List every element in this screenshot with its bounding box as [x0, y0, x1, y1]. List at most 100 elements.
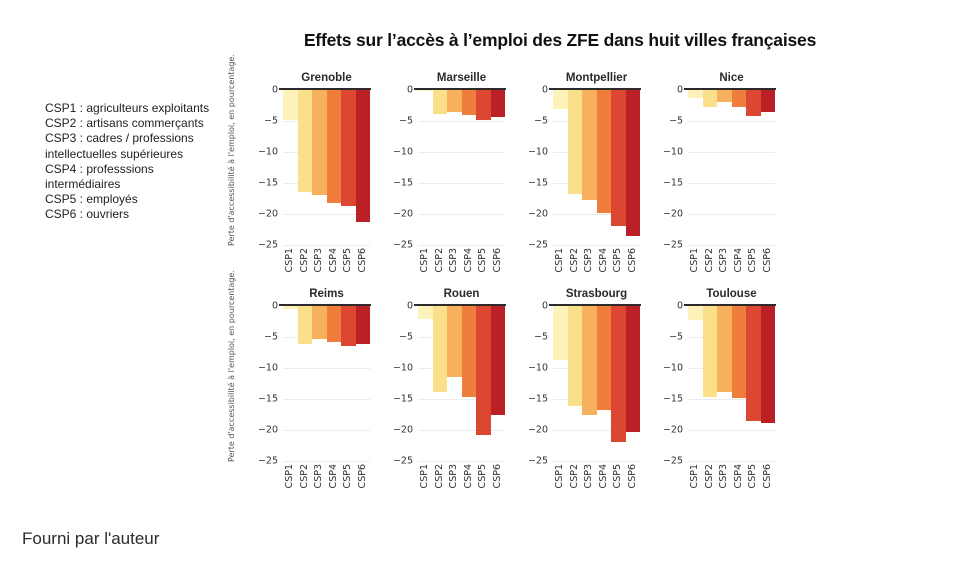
- bar-csp2: [297, 90, 312, 193]
- bar-csp3: [312, 90, 327, 195]
- gridline: [283, 430, 370, 431]
- y-tick-label: −25: [392, 239, 413, 251]
- x-tick-label: CSP3: [718, 464, 729, 489]
- subplot-title: Rouen: [443, 288, 480, 300]
- bar-csp3: [447, 306, 462, 377]
- gridline: [553, 461, 640, 462]
- zero-axis-line: [279, 88, 371, 90]
- y-tick-label: −25: [527, 455, 548, 467]
- bar-csp1: [553, 90, 568, 110]
- x-tick-label: CSP1: [554, 248, 565, 273]
- subplot-body: 0 −5 −10 −15 −20 −25: [658, 85, 776, 251]
- x-tick-label: CSP1: [689, 464, 700, 489]
- bar-csp5: [476, 306, 491, 435]
- bar-csp5: [746, 90, 761, 117]
- gridline: [283, 214, 370, 215]
- bar-csp2: [432, 306, 447, 393]
- y-tick-label: −5: [398, 115, 413, 127]
- y-axis-ticks: 0 −5 −10 −15 −20 −25: [658, 301, 688, 467]
- subplot-body: 0 −5 −10 −15 −20 −25: [253, 85, 371, 251]
- y-tick-label: −5: [263, 115, 278, 127]
- bar-csp5: [476, 90, 491, 120]
- y-tick-label: 0: [271, 84, 278, 96]
- chart-row-2: Perte d'accessibilité à l'emploi, en pou…: [212, 270, 812, 502]
- x-tick-label: CSP2: [568, 248, 580, 273]
- subplots-bottom-row: Reims 0 −5 −10 −15 −20 −25 CSP1 CSP2 CSP3 CSP4 CSP5…: [212, 286, 812, 509]
- bar-csp6: [625, 306, 640, 433]
- x-axis-labels: CSP1 CSP2 CSP3 CSP4 CSP5 CSP6: [388, 461, 505, 509]
- y-tick-label: −10: [527, 362, 548, 374]
- bar-csp6: [625, 90, 640, 236]
- y-tick-label: −15: [392, 177, 413, 189]
- bar-csp4: [461, 306, 476, 397]
- bar-csp4: [731, 90, 746, 107]
- gridline: [283, 399, 370, 400]
- x-tick-label: CSP1: [689, 248, 700, 273]
- subplot-nice: Nice 0 −5 −10 −15 −20 −25 CSP1 CSP2 CSP3 CSP4 CSP5 C…: [658, 70, 776, 293]
- x-tick-label: CSP2: [298, 464, 310, 489]
- y-axis-ticks: 0 −5 −10 −15 −20 −25: [658, 85, 688, 251]
- x-axis-labels: CSP1 CSP2 CSP3 CSP4 CSP5 CSP6: [253, 461, 370, 509]
- bar-csp5: [746, 306, 761, 421]
- gridline: [283, 368, 370, 369]
- y-tick-label: −25: [392, 455, 413, 467]
- bar-csp2: [702, 90, 717, 107]
- bar-csp6: [355, 306, 370, 344]
- plot-area: [684, 304, 776, 462]
- x-tick-label: CSP1: [554, 464, 565, 489]
- x-axis-labels: CSP1 CSP2 CSP3 CSP4 CSP5 CSP6: [658, 461, 775, 509]
- bar-csp2: [567, 90, 582, 195]
- subplot-title: Nice: [719, 72, 744, 84]
- x-tick-label: CSP2: [703, 248, 715, 273]
- y-tick-label: −15: [527, 393, 548, 405]
- legend-item-csp4: CSP4 : professsions intermédiaires: [45, 161, 154, 192]
- gridline: [418, 430, 505, 431]
- legend-panel: CSP1 : agriculteurs exploitants CSP2 : ar…: [45, 101, 215, 223]
- y-tick-label: −10: [527, 146, 548, 158]
- x-tick-label: CSP2: [298, 248, 310, 273]
- plot-area: [279, 88, 371, 246]
- x-tick-label: CSP3: [448, 464, 459, 489]
- bar-csp6: [355, 90, 370, 223]
- gridline: [418, 461, 505, 462]
- y-tick-label: −20: [392, 424, 413, 436]
- bar-csp5: [611, 306, 626, 443]
- x-tick-label: CSP5: [342, 464, 353, 489]
- bar-csp5: [341, 90, 356, 206]
- y-tick-label: −5: [533, 331, 548, 343]
- zero-axis-line: [414, 304, 506, 306]
- y-tick-label: −15: [662, 393, 683, 405]
- gridline: [418, 245, 505, 246]
- subplot-title: Toulouse: [706, 288, 757, 300]
- subplot-body: 0 −5 −10 −15 −20 −25: [253, 301, 371, 467]
- bar-csp6: [490, 90, 505, 117]
- zero-axis-line: [414, 88, 506, 90]
- bar-csp4: [326, 90, 341, 203]
- x-tick-label: CSP5: [477, 464, 488, 489]
- y-tick-label: −10: [257, 146, 278, 158]
- y-tick-label: −20: [662, 424, 683, 436]
- bar-csp3: [447, 90, 462, 113]
- y-tick-label: −5: [668, 115, 683, 127]
- gridline: [418, 214, 505, 215]
- bar-csp3: [717, 306, 732, 393]
- bar-csp6: [760, 90, 775, 112]
- y-tick-label: −10: [662, 362, 683, 374]
- gridline: [688, 121, 775, 122]
- bar-csp2: [432, 90, 447, 115]
- subplot-body: 0 −5 −10 −15 −20 −25: [658, 301, 776, 467]
- x-tick-label: CSP5: [612, 464, 623, 489]
- y-axis-ticks: 0 −5 −10 −15 −20 −25: [253, 301, 283, 467]
- bar-csp4: [596, 90, 611, 213]
- x-tick-label: CSP3: [718, 248, 729, 273]
- y-axis-label: Perte d'accessibilité à l'emploi, en pou…: [227, 54, 236, 246]
- bar-csp4: [326, 306, 341, 342]
- x-tick-label: CSP1: [419, 248, 430, 273]
- x-tick-label: CSP1: [419, 464, 430, 489]
- gridline: [553, 214, 640, 215]
- x-tick-label: CSP6: [356, 464, 368, 489]
- footer-credit: Fourni par l'auteur: [22, 529, 160, 548]
- x-tick-label: CSP4: [462, 248, 474, 273]
- x-tick-label: CSP1: [284, 464, 295, 489]
- y-axis-ticks: 0 −5 −10 −15 −20 −25: [388, 301, 418, 467]
